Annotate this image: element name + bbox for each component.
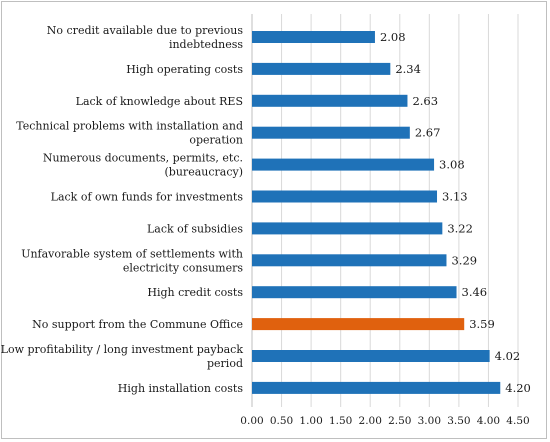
value-label-10: 4.02 — [495, 349, 521, 363]
category-label-2: Lack of knowledge about RES — [76, 95, 243, 108]
value-label-11: 4.20 — [505, 381, 531, 395]
value-label-4: 3.08 — [439, 158, 465, 172]
value-label-0: 2.08 — [380, 30, 406, 44]
x-tick-label-8: 4.00 — [477, 415, 500, 427]
x-tick-label-9: 4.50 — [506, 415, 529, 427]
value-label-3: 2.67 — [415, 126, 441, 140]
category-label-4: Numerous documents, permits, etc. (bureau… — [43, 152, 243, 179]
category-label-6: Lack of subsidies — [147, 222, 243, 235]
bar-6 — [252, 222, 443, 235]
category-label-8: High credit costs — [147, 286, 243, 299]
x-tick-label-7: 3.50 — [447, 415, 470, 427]
bar-7 — [252, 254, 447, 267]
x-tick-label-2: 1.00 — [299, 415, 322, 427]
value-label-1: 2.34 — [395, 62, 421, 76]
bar-2 — [252, 94, 408, 107]
bar-3 — [252, 126, 410, 139]
x-tick-label-0: 0.00 — [240, 415, 263, 427]
category-label-5: Lack of own funds for investments — [51, 191, 244, 204]
bar-10 — [252, 350, 490, 362]
bar-4 — [252, 158, 435, 171]
bar-8 — [252, 286, 457, 299]
category-label-1: High operating costs — [126, 63, 243, 76]
category-label-3: Technical problems with installation and… — [16, 120, 243, 147]
x-tick-label-5: 2.50 — [388, 415, 411, 427]
bar-0 — [252, 31, 375, 43]
value-label-9: 3.59 — [469, 317, 495, 331]
x-tick-label-6: 3.00 — [418, 415, 441, 427]
bar-5 — [252, 190, 438, 203]
category-label-10: Low profitability / long investment payb… — [1, 343, 244, 370]
category-label-11: High installation costs — [118, 382, 244, 395]
value-label-2: 2.63 — [412, 94, 438, 108]
value-label-5: 3.13 — [442, 190, 468, 204]
value-label-7: 3.29 — [451, 253, 477, 267]
category-label-9: No support from the Commune Office — [32, 318, 243, 331]
category-label-0: No credit available due to previous indeb… — [47, 24, 244, 51]
x-tick-label-3: 1.50 — [329, 415, 352, 427]
bar-1 — [252, 62, 391, 75]
value-label-6: 3.22 — [447, 221, 473, 235]
category-label-7: Unfavorable system of settlements with el… — [21, 247, 243, 274]
bar-11 — [252, 381, 501, 394]
x-tick-label-4: 2.00 — [359, 415, 382, 427]
x-tick-label-1: 0.50 — [270, 415, 293, 427]
value-label-8: 3.46 — [462, 285, 488, 299]
bar-9 — [252, 318, 465, 331]
